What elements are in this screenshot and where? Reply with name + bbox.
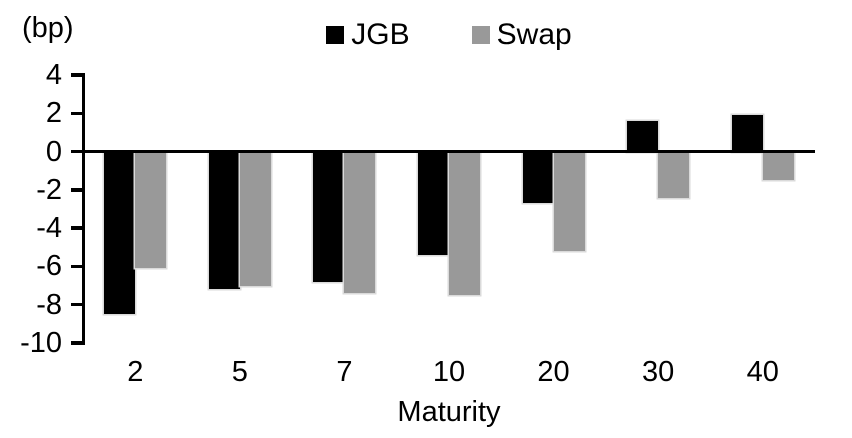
y-axis-tick-label: -2 xyxy=(36,173,62,206)
y-axis-tick-mark xyxy=(70,264,82,269)
bar-jgb-5 xyxy=(208,151,240,290)
y-axis-unit-label: (bp) xyxy=(22,12,74,44)
y-axis-tick-mark xyxy=(70,111,82,116)
y-axis-tick-label: 2 xyxy=(45,97,62,130)
y-axis-tick-mark xyxy=(70,302,82,307)
y-axis-tick-label: -8 xyxy=(36,288,62,321)
x-axis-label-30: 30 xyxy=(642,356,675,388)
x-axis-label-5: 5 xyxy=(231,356,248,388)
bar-jgb-30 xyxy=(627,120,659,152)
y-axis-tick-mark xyxy=(70,188,82,192)
bar-swap-5 xyxy=(239,151,271,286)
x-axis-label-20: 20 xyxy=(537,356,570,388)
bar-swap-30 xyxy=(658,151,690,198)
y-axis-tick-label: 0 xyxy=(45,135,62,168)
y-axis-tick-label: 4 xyxy=(45,59,62,91)
zero-line xyxy=(81,149,815,154)
legend-label-jgb: JGB xyxy=(351,18,410,51)
legend-item-swap: Swap xyxy=(471,18,572,52)
legend-item-jgb: JGB xyxy=(326,18,410,52)
y-axis-tick-mark xyxy=(70,226,82,230)
y-axis-tick-label: -10 xyxy=(20,327,62,359)
y-axis-tick-mark xyxy=(70,341,82,345)
legend-label-swap: Swap xyxy=(496,18,572,51)
bar-jgb-20 xyxy=(522,151,554,204)
bar-jgb-10 xyxy=(418,151,449,255)
x-axis-label-40: 40 xyxy=(746,356,779,388)
bar-swap-7 xyxy=(344,151,376,294)
y-axis-tick-mark xyxy=(70,73,82,77)
x-axis-title: Maturity xyxy=(397,396,501,428)
legend: JGB Swap xyxy=(83,18,815,52)
swap-swatch-icon xyxy=(471,26,490,44)
bar-swap-2 xyxy=(135,151,167,269)
y-axis-tick-label: -4 xyxy=(36,212,62,245)
bar-jgb-7 xyxy=(313,151,345,282)
y-axis-tick-label: -6 xyxy=(36,250,62,283)
bar-swap-40 xyxy=(762,151,794,181)
bar-jgb-2 xyxy=(104,151,136,315)
x-axis-label-10: 10 xyxy=(432,356,466,388)
x-axis-label-7: 7 xyxy=(336,356,353,388)
y-axis-tick-mark xyxy=(70,149,82,154)
bar-jgb-40 xyxy=(731,115,763,152)
bar-swap-20 xyxy=(553,151,585,252)
bar-swap-10 xyxy=(449,151,480,296)
x-axis-label-2: 2 xyxy=(127,356,144,388)
y-axis-line xyxy=(81,73,85,345)
jgb-swatch-icon xyxy=(326,26,345,44)
